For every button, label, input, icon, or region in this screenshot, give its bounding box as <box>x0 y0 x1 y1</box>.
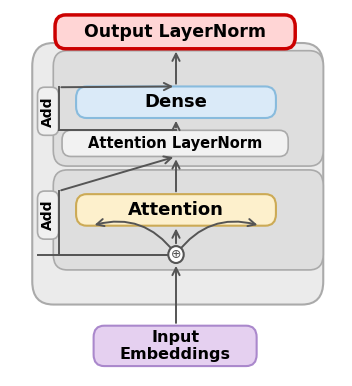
FancyBboxPatch shape <box>53 51 323 166</box>
Text: Input
Embeddings: Input Embeddings <box>120 330 231 362</box>
FancyBboxPatch shape <box>38 191 58 239</box>
Text: $\oplus$: $\oplus$ <box>170 248 182 261</box>
FancyBboxPatch shape <box>94 326 257 366</box>
Text: Dense: Dense <box>145 93 207 111</box>
Text: Attention: Attention <box>128 201 224 219</box>
Text: Add: Add <box>41 200 55 230</box>
Text: Add: Add <box>41 96 55 127</box>
FancyBboxPatch shape <box>55 15 295 49</box>
Text: Output LayerNorm: Output LayerNorm <box>84 23 266 41</box>
FancyBboxPatch shape <box>32 43 323 305</box>
FancyBboxPatch shape <box>62 130 288 156</box>
FancyBboxPatch shape <box>76 86 276 118</box>
FancyBboxPatch shape <box>76 194 276 226</box>
FancyBboxPatch shape <box>53 170 323 270</box>
FancyBboxPatch shape <box>38 87 58 135</box>
Text: Attention LayerNorm: Attention LayerNorm <box>88 136 262 151</box>
Circle shape <box>168 246 184 263</box>
